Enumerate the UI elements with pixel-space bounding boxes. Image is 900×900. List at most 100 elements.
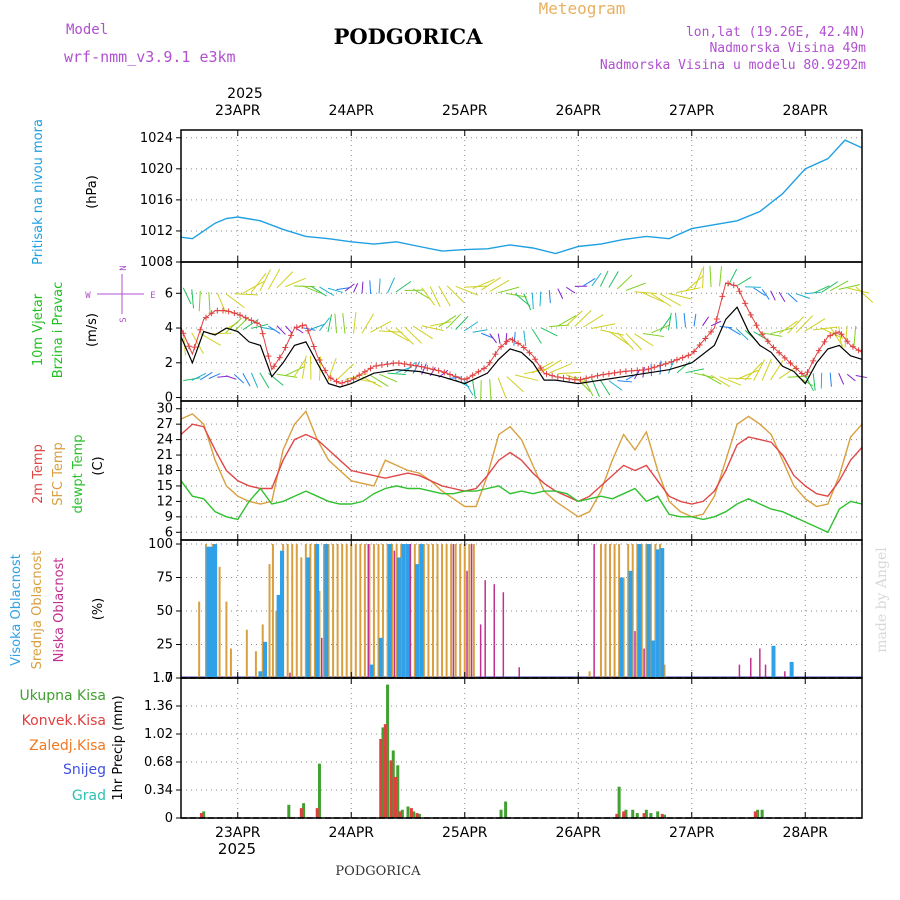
wind-gust-marker: [350, 375, 357, 382]
wind-arrow: [523, 293, 532, 311]
wind-arrow: [472, 380, 476, 399]
wind-arrow: [319, 317, 331, 331]
wind-gust-marker: [191, 344, 198, 351]
cloud-bar: [518, 667, 520, 678]
wind-arrow: [251, 323, 269, 329]
y-tick-label: 0: [165, 391, 173, 406]
wind-gust-marker: [685, 352, 692, 359]
y-tick-label: 75: [156, 571, 173, 586]
credit-watermark: made by Angel: [874, 547, 890, 653]
wind-arrow: [412, 288, 432, 301]
wind-gust-marker: [673, 356, 680, 363]
wind-gust-marker: [764, 338, 771, 345]
wind-arrow: [481, 332, 494, 339]
wind-arrow: [361, 376, 382, 388]
y-tick-label: 12: [156, 494, 173, 509]
cloud-bar: [271, 544, 274, 678]
wind-arrow: [497, 377, 507, 399]
cloud-bar: [422, 544, 425, 678]
y-tick-label: 1016: [140, 193, 173, 208]
wind-arrow: [847, 287, 870, 294]
cloud-bar: [636, 544, 639, 678]
lonlat-label: lon,lat (19.26E, 42.4N): [686, 25, 866, 40]
y-tick-label: 6: [165, 525, 173, 540]
precip-bar: [386, 684, 390, 818]
cloud-bar: [280, 550, 285, 678]
top-day-label: 25APR: [442, 103, 488, 119]
y-tick-label: 21: [156, 448, 173, 463]
wind-gust-marker: [742, 300, 749, 307]
wind-arrow: [838, 284, 860, 290]
wind-gust-marker: [770, 344, 777, 351]
cloud-bar: [367, 544, 370, 678]
wind-arrow: [344, 283, 355, 292]
y-tick-label: 0.34: [144, 783, 173, 798]
series-line-dewpt-temp: [180, 480, 863, 534]
model-value: wrf-nmm_v3.9.1 e3km: [64, 48, 236, 66]
cloud-bar: [759, 648, 761, 678]
wind-arrow: [506, 376, 524, 393]
wind-gust-marker: [679, 354, 686, 361]
y-tick-label: 18: [156, 464, 173, 479]
y-tick-label: 15: [156, 479, 173, 494]
bottom-day-label: 26APR: [555, 825, 601, 841]
wind-arrow: [234, 374, 245, 384]
wind-arrow: [549, 363, 572, 374]
panel-frame: [180, 677, 863, 819]
wind-arrow: [539, 291, 542, 307]
y-tick-label: 25: [156, 638, 173, 653]
wind-arrow: [446, 313, 462, 329]
cloud-bar: [663, 664, 666, 678]
wind-arrow: [489, 279, 510, 292]
wind-gust-marker: [827, 332, 834, 339]
cloud-unit: (%): [91, 598, 106, 621]
wind-gust-marker: [299, 322, 306, 329]
cloud-bar: [387, 544, 392, 678]
wind-gust-marker: [492, 351, 499, 358]
wind-arrow: [770, 327, 792, 335]
wind-gust-marker: [549, 372, 556, 379]
cloud-bar: [306, 557, 311, 678]
wind-gust-marker: [730, 282, 737, 289]
compass-south-label: S: [119, 317, 129, 322]
cloud-bar: [354, 544, 357, 678]
wind-gust-marker: [747, 311, 754, 318]
wind-gust-marker: [412, 362, 419, 369]
precip-bar: [315, 808, 319, 818]
wind-arrow: [853, 325, 857, 347]
cloud-bar: [268, 564, 271, 678]
cloud-bar: [377, 544, 380, 678]
wind-arrow: [242, 373, 251, 387]
wind-gust-marker: [310, 343, 317, 350]
cloud-bar: [654, 544, 657, 678]
wind-arrow: [719, 325, 733, 329]
cloud-bar: [213, 544, 218, 678]
cloud-high-title: Visoka Oblacnost: [9, 554, 24, 666]
wind-arrow: [804, 374, 814, 392]
wind-arrow: [532, 361, 554, 374]
cloud-bar: [350, 544, 353, 678]
cloud-bar: [502, 592, 505, 678]
wind-arrow: [191, 289, 195, 309]
wind-gust-marker: [645, 366, 652, 373]
wind-gust-marker: [605, 370, 612, 377]
precip-bar: [756, 809, 760, 818]
wind-panel: 0 2 4 6: [165, 261, 874, 406]
cloud-bar: [627, 544, 630, 678]
wind-arrow: [387, 329, 409, 342]
cloud-bar: [419, 544, 424, 678]
wind-gust-marker: [804, 369, 811, 376]
wind-arrow: [182, 287, 192, 305]
cloud-bar: [463, 544, 466, 678]
wind-gust-marker: [265, 353, 272, 360]
wind-arrow: [395, 280, 412, 293]
cloud-bar: [393, 550, 396, 678]
wind-gust-marker: [617, 368, 624, 375]
wind-arrow: [727, 268, 738, 287]
wind-arrow: [659, 360, 662, 375]
wind-arrow: [513, 331, 516, 346]
wind-arrow: [548, 290, 551, 304]
cloud-bar: [395, 544, 398, 678]
wind-arrow: [191, 372, 207, 381]
wind-gust-marker: [509, 336, 516, 343]
